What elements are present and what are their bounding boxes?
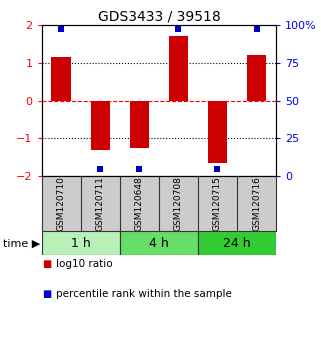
Text: GSM120711: GSM120711	[96, 176, 105, 231]
Text: time ▶: time ▶	[3, 238, 40, 248]
Text: ■: ■	[42, 259, 51, 269]
Text: 1 h: 1 h	[71, 237, 91, 250]
Bar	[130, 101, 149, 148]
Text: GSM120708: GSM120708	[174, 176, 183, 231]
Bar	[247, 55, 266, 101]
Bar	[91, 101, 110, 150]
Text: GSM120648: GSM120648	[135, 177, 144, 231]
Text: 24 h: 24 h	[223, 237, 251, 250]
Text: log10 ratio: log10 ratio	[56, 259, 113, 269]
Bar	[169, 36, 188, 101]
Text: 4 h: 4 h	[149, 237, 169, 250]
Text: GSM120710: GSM120710	[57, 176, 66, 231]
Text: GSM120715: GSM120715	[213, 176, 222, 231]
Bar	[51, 57, 71, 101]
Bar	[198, 232, 276, 255]
Title: GDS3433 / 39518: GDS3433 / 39518	[98, 10, 220, 24]
Text: percentile rank within the sample: percentile rank within the sample	[56, 289, 232, 299]
Bar	[120, 232, 198, 255]
Text: GSM120716: GSM120716	[252, 176, 261, 231]
Text: ■: ■	[42, 289, 51, 299]
Bar	[208, 101, 227, 163]
Bar	[42, 232, 120, 255]
